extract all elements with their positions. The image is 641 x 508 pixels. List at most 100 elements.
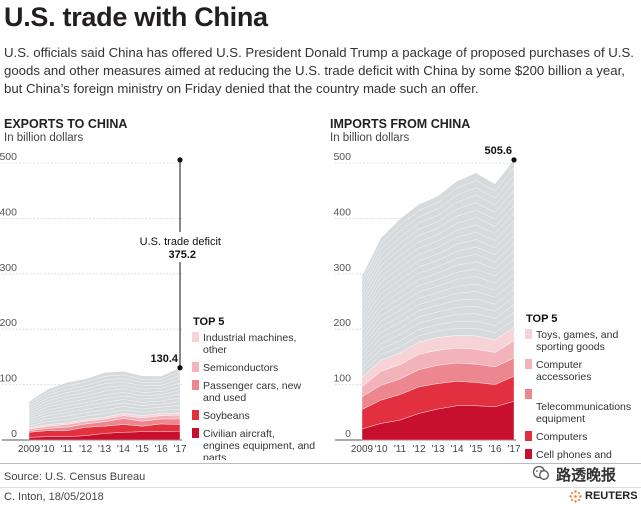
x-tick-label-1-4: '13 <box>431 444 444 455</box>
legend-line-1-telecommunications-equipment-2: equipment <box>536 413 585 425</box>
legend-line-1-computer-accessories-0: Computer <box>536 359 583 371</box>
legend-line-1-cell-phones-and-other-household-goods-0: Cell phones and <box>536 449 612 460</box>
texture-line-1-15 <box>361 213 515 309</box>
imports-unit-label: In billion dollars <box>330 132 410 144</box>
legend-swatch-1-computer-accessories <box>525 359 532 369</box>
x-tick-label-1-3: '12 <box>412 444 425 455</box>
end-value-label-1: 505.6 <box>484 145 512 157</box>
legend-line-0-passenger-cars-new-and-used-0: Passenger cars, new <box>203 380 301 392</box>
texture-line-0-10 <box>28 375 181 407</box>
texture-line-1-6 <box>361 281 515 350</box>
end-value-dot-1 <box>511 157 517 163</box>
x-tick-label-1-5: '14 <box>450 444 463 455</box>
x-tick-label-1-8: '17 <box>507 444 520 455</box>
texture-line-1-2 <box>361 312 515 368</box>
texture-line-1-21 <box>361 167 515 281</box>
texture-line-1-16 <box>361 205 515 304</box>
legend-line-1-computers-0: Computers <box>536 431 587 443</box>
texture-line-1-9 <box>361 258 515 336</box>
x-tick-label-1-0: 2009 <box>351 444 374 455</box>
legend-line-0-industrial-machines-other-0: Industrial machines, <box>203 332 296 344</box>
texture-line-0-5 <box>28 393 181 418</box>
texture-line-1-14 <box>361 220 515 313</box>
legend-swatch-0-soybeans <box>192 410 199 420</box>
legend-swatch-0-semiconductors <box>192 362 199 372</box>
x-tick-label-1-6: '15 <box>469 444 482 455</box>
texture-line-1-18 <box>361 190 515 295</box>
texture-line-0-9 <box>28 378 181 409</box>
legend-line-0-civilian-aircraft-engines-equipment-and-parts-2: parts <box>203 452 226 460</box>
x-tick-label-0-4: '13 <box>98 444 111 455</box>
legend-line-0-passenger-cars-new-and-used-1: and used <box>203 392 246 404</box>
legend-swatch-1-toys-games-and-sporting-goods <box>525 329 532 339</box>
footer-divider-2 <box>0 487 641 488</box>
y-tick-label-0-400: 400 <box>0 206 17 218</box>
reuters-brand: REUTERS <box>585 490 638 502</box>
x-tick-label-0-5: '14 <box>117 444 130 455</box>
texture-line-1-13 <box>361 228 515 318</box>
legend-swatch-1-computers <box>525 431 532 441</box>
page-subtitle: U.S. officials said China has offered U.… <box>4 45 634 96</box>
legend-line-0-civilian-aircraft-engines-equipment-and-parts-0: Civilian aircraft, <box>203 428 275 440</box>
legend-label-1-telecommunications-equipment: Telecommunications equipment <box>536 401 631 425</box>
deficit-label: U.S. trade deficit <box>140 236 221 248</box>
texture-line-0-1 <box>28 408 181 426</box>
texture-line-1-4 <box>361 296 515 359</box>
y-tick-label-0-500: 500 <box>0 151 17 163</box>
x-tick-label-0-7: '16 <box>155 444 168 455</box>
legend-label-0-semiconductors: Semiconductors <box>203 362 278 374</box>
texture-line-1-3 <box>361 304 515 364</box>
legend-swatch-0-civilian-aircraft-engines-equipment-and-parts <box>192 428 199 438</box>
legend-line-0-semiconductors-0: Semiconductors <box>203 362 278 374</box>
y-tick-label-0-300: 300 <box>0 262 17 274</box>
reuters-logo-icon <box>569 490 582 503</box>
legend-line-0-industrial-machines-other-1: other <box>203 344 227 356</box>
legend-label-0-civilian-aircraft-engines-equipment-and-parts: Civilian aircraft, engines equipment, and… <box>203 428 315 460</box>
deficit-label-bg <box>136 232 224 262</box>
texture-line-1-11 <box>361 243 515 327</box>
legend-line-1-toys-games-and-sporting-goods-1: sporting goods <box>536 341 605 353</box>
wechat-icon <box>532 464 550 482</box>
texture-line-0-4 <box>28 397 181 420</box>
legend-label-1-computers: Computers <box>536 431 587 443</box>
texture-line-0-3 <box>28 401 181 422</box>
y-tick-label-0-200: 200 <box>0 317 17 329</box>
legend-line-1-computer-accessories-1: accessories <box>536 371 591 383</box>
x-tick-label-0-0: 2009 <box>18 444 41 455</box>
texture-line-0-8 <box>28 382 181 411</box>
y-tick-label-1-300: 300 <box>333 262 351 274</box>
legend-swatch-1-telecommunications-equipment <box>525 389 532 399</box>
legend-label-0-passenger-cars-new-and-used: Passenger cars, new and used <box>203 380 301 404</box>
texture-line-1-5 <box>361 289 515 355</box>
watermark-text: 路透晚报 <box>556 467 617 484</box>
source-note: Source: U.S. Census Bureau <box>4 471 146 483</box>
x-tick-label-1-7: '16 <box>488 444 501 455</box>
y-tick-label-1-500: 500 <box>333 151 351 163</box>
x-tick-label-0-3: '12 <box>79 444 92 455</box>
legend-swatch-0-passenger-cars-new-and-used <box>192 380 199 390</box>
texture-line-0-11 <box>28 371 181 404</box>
texture-line-1-7 <box>361 274 515 345</box>
exports-unit-label: In billion dollars <box>4 132 84 144</box>
exports-panel-title: EXPORTS TO CHINA <box>4 117 128 131</box>
x-tick-label-0-8: '17 <box>173 444 186 455</box>
page-title: U.S. trade with China <box>4 2 268 32</box>
x-tick-label-1-2: '11 <box>394 444 407 455</box>
texture-line-1-17 <box>361 197 515 299</box>
y-tick-label-1-0: 0 <box>345 428 351 440</box>
x-tick-label-0-1: '10 <box>41 444 54 455</box>
deficit-top-dot <box>177 157 183 163</box>
deficit-value: 375.2 <box>168 249 196 261</box>
legend-label-0-soybeans: Soybeans <box>203 410 250 422</box>
texture-line-0-6 <box>28 390 181 415</box>
x-tick-label-0-6: '15 <box>136 444 149 455</box>
trade-charts: 01002003004005002009'10'11'12'13'14'15'1… <box>0 145 631 460</box>
legend-line-0-soybeans-0: Soybeans <box>203 410 250 422</box>
legend-swatch-0-industrial-machines-other <box>192 332 199 342</box>
x-tick-label-1-1: '10 <box>374 444 387 455</box>
y-tick-label-0-0: 0 <box>11 428 17 440</box>
credit-line: C. Inton, 18/05/2018 <box>4 491 104 503</box>
texture-line-1-8 <box>361 266 515 341</box>
texture-line-1-19 <box>361 182 515 290</box>
